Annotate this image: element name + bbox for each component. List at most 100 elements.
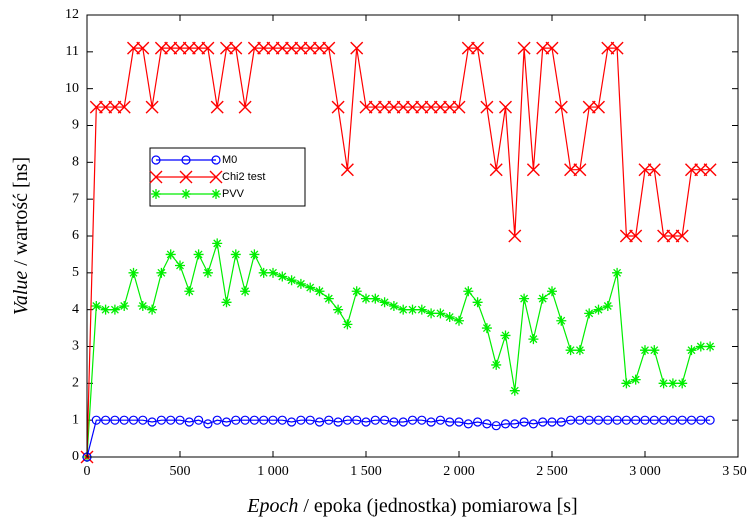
marker xyxy=(166,415,176,425)
marker xyxy=(128,267,139,278)
marker xyxy=(249,249,260,260)
series-2 xyxy=(82,238,716,462)
marker xyxy=(499,100,512,114)
y-tick-label: 1 xyxy=(72,412,79,427)
marker xyxy=(473,417,483,427)
marker xyxy=(379,297,390,308)
marker xyxy=(574,345,585,356)
marker xyxy=(305,282,316,293)
marker xyxy=(378,100,392,114)
marker xyxy=(333,304,344,315)
marker xyxy=(151,189,161,199)
marker xyxy=(147,304,158,315)
marker xyxy=(147,417,157,427)
marker xyxy=(173,41,187,55)
marker xyxy=(193,249,204,260)
x-tick-label: 2 000 xyxy=(443,464,475,479)
marker xyxy=(649,415,659,425)
marker xyxy=(277,271,288,282)
marker xyxy=(593,304,604,315)
marker xyxy=(184,417,194,427)
legend-label: Chi2 test xyxy=(222,171,265,183)
marker xyxy=(657,229,671,243)
marker xyxy=(510,419,520,429)
marker xyxy=(324,415,334,425)
plot-frame xyxy=(86,14,739,458)
marker xyxy=(417,415,427,425)
marker xyxy=(110,415,120,425)
marker xyxy=(99,100,113,114)
marker xyxy=(668,415,678,425)
marker xyxy=(649,345,660,356)
marker xyxy=(424,100,438,114)
marker xyxy=(220,41,233,55)
marker xyxy=(108,100,122,114)
marker xyxy=(370,415,380,425)
marker xyxy=(471,41,485,55)
marker xyxy=(452,100,466,114)
marker xyxy=(194,415,204,425)
marker xyxy=(240,286,251,297)
legend-label: M0 xyxy=(222,154,237,166)
marker xyxy=(601,41,615,55)
x-tick-label: 1 000 xyxy=(257,464,289,479)
y-tick-label: 3 xyxy=(72,339,79,354)
marker xyxy=(342,415,352,425)
marker xyxy=(257,41,271,55)
marker xyxy=(647,163,661,177)
y-tick-label: 4 xyxy=(72,302,79,317)
marker xyxy=(202,267,213,278)
marker xyxy=(231,415,241,425)
marker xyxy=(640,415,650,425)
marker xyxy=(666,229,680,243)
marker xyxy=(545,41,559,55)
marker xyxy=(508,229,522,243)
marker xyxy=(313,41,326,55)
marker xyxy=(342,319,353,330)
marker xyxy=(240,415,250,425)
marker xyxy=(136,41,150,55)
marker xyxy=(258,267,269,278)
marker xyxy=(556,315,567,326)
marker xyxy=(592,100,605,114)
x-tick-label: 2 500 xyxy=(536,464,568,479)
marker xyxy=(361,293,371,304)
marker xyxy=(149,170,163,184)
marker xyxy=(686,345,697,356)
marker xyxy=(463,419,473,429)
marker xyxy=(407,415,418,425)
marker xyxy=(119,300,130,311)
marker xyxy=(489,163,503,177)
marker xyxy=(407,304,418,315)
marker xyxy=(221,297,232,308)
marker xyxy=(151,155,161,165)
marker xyxy=(212,238,223,249)
y-tick-label: 7 xyxy=(72,191,79,206)
marker xyxy=(612,415,622,425)
marker xyxy=(640,345,650,356)
marker xyxy=(398,417,408,427)
y-tick-label: 12 xyxy=(65,7,79,22)
marker xyxy=(435,308,446,319)
marker xyxy=(388,300,399,311)
x-tick-label: 0 xyxy=(84,464,91,479)
marker xyxy=(351,286,362,297)
marker xyxy=(685,163,698,177)
marker xyxy=(179,170,193,184)
marker xyxy=(528,419,539,429)
marker xyxy=(295,278,306,289)
marker xyxy=(658,415,669,425)
y-tick-label: 5 xyxy=(72,265,79,280)
marker xyxy=(584,415,594,425)
marker xyxy=(249,415,259,425)
marker xyxy=(266,41,280,55)
marker xyxy=(582,100,596,114)
marker xyxy=(259,415,269,425)
marker xyxy=(370,293,381,304)
marker xyxy=(509,385,520,396)
marker xyxy=(275,41,289,55)
x-tick-label: 500 xyxy=(170,464,191,479)
marker xyxy=(277,415,287,425)
marker xyxy=(602,300,613,311)
